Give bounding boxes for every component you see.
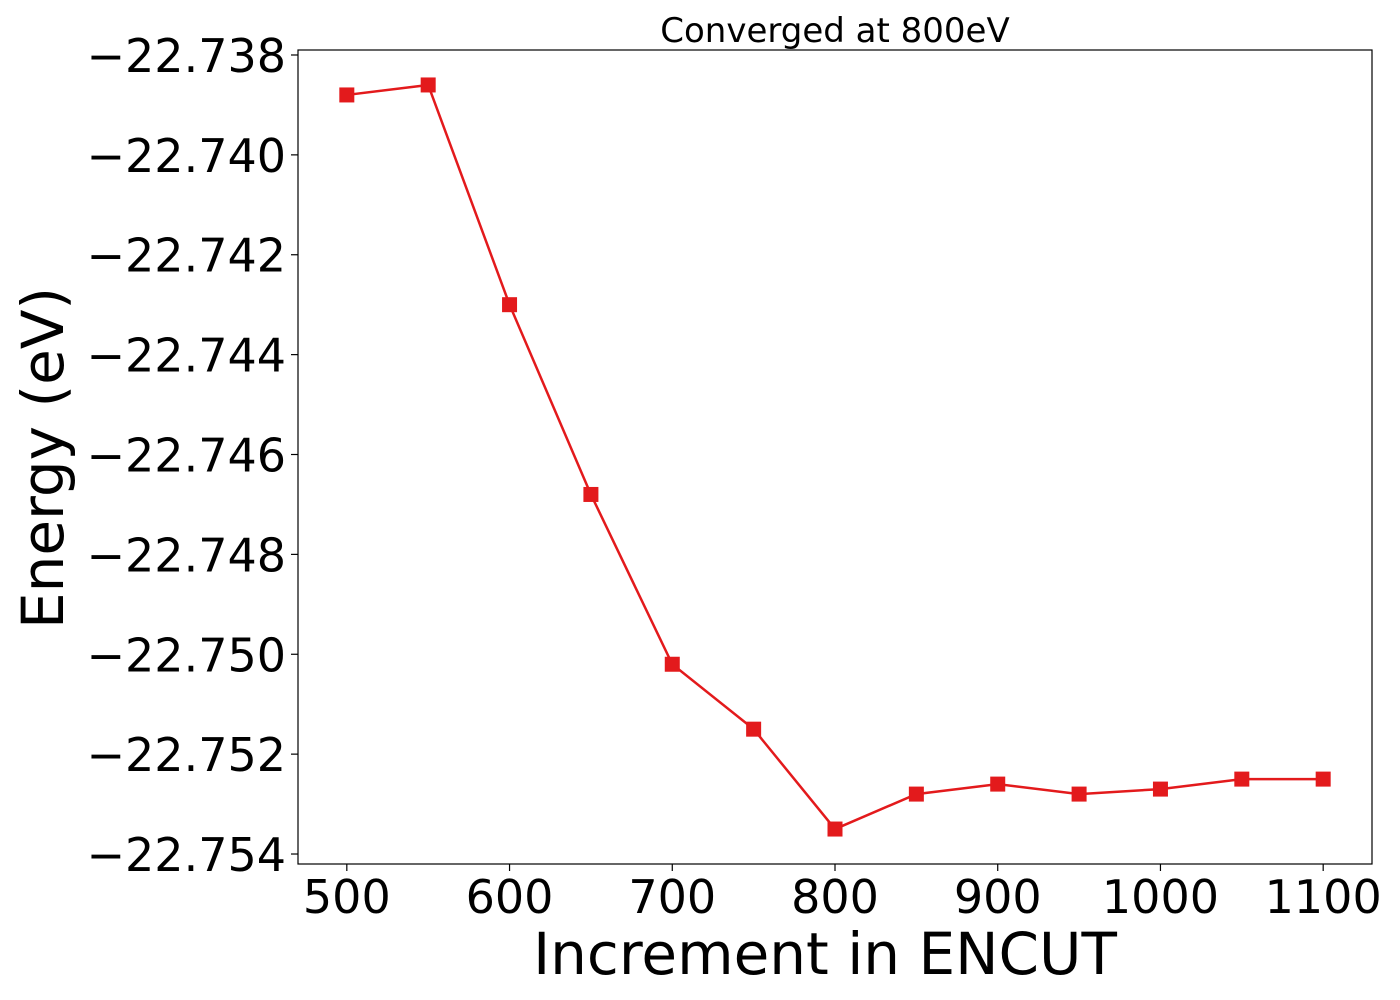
data-point: [583, 486, 599, 502]
data-point: [664, 656, 680, 672]
y-tick-label: −22.742: [87, 229, 287, 283]
series-layer: [339, 77, 1331, 837]
y-tick-label: −22.754: [87, 828, 287, 882]
y-axis: −22.738 −22.740 −22.742 −22.744 −22.746 −22.7…: [87, 29, 298, 882]
data-point: [990, 776, 1006, 792]
y-axis-label: Energy (eV): [9, 287, 77, 629]
x-tick-label: 1000: [1102, 870, 1219, 924]
x-tick-label: 700: [628, 870, 716, 924]
x-axis-label: Increment in ENCUT: [533, 920, 1117, 988]
x-axis: 500 600 700 800 900 1000 1100: [303, 864, 1382, 924]
y-tick-label: −22.752: [87, 728, 287, 782]
y-tick-label: −22.750: [87, 628, 287, 682]
y-tick-label: −22.746: [87, 429, 287, 483]
y-tick-label: −22.748: [87, 528, 287, 582]
data-point: [1152, 781, 1168, 797]
y-tick-label: −22.740: [87, 129, 287, 183]
data-point: [1315, 771, 1331, 787]
y-tick-label: −22.738: [87, 29, 287, 83]
x-tick-label: 900: [954, 870, 1042, 924]
x-tick-label: 1100: [1265, 870, 1382, 924]
x-tick-label: 800: [791, 870, 879, 924]
data-point: [827, 821, 843, 837]
data-point: [746, 721, 762, 737]
data-point: [908, 786, 924, 802]
x-tick-label: 600: [466, 870, 554, 924]
data-point: [1071, 786, 1087, 802]
x-tick-label: 500: [303, 870, 391, 924]
y-tick-label: −22.744: [87, 329, 287, 383]
data-point: [1234, 771, 1250, 787]
data-point: [420, 77, 436, 93]
data-point: [502, 297, 518, 313]
data-point: [339, 87, 355, 103]
chart-title: Converged at 800eV: [660, 11, 1009, 51]
